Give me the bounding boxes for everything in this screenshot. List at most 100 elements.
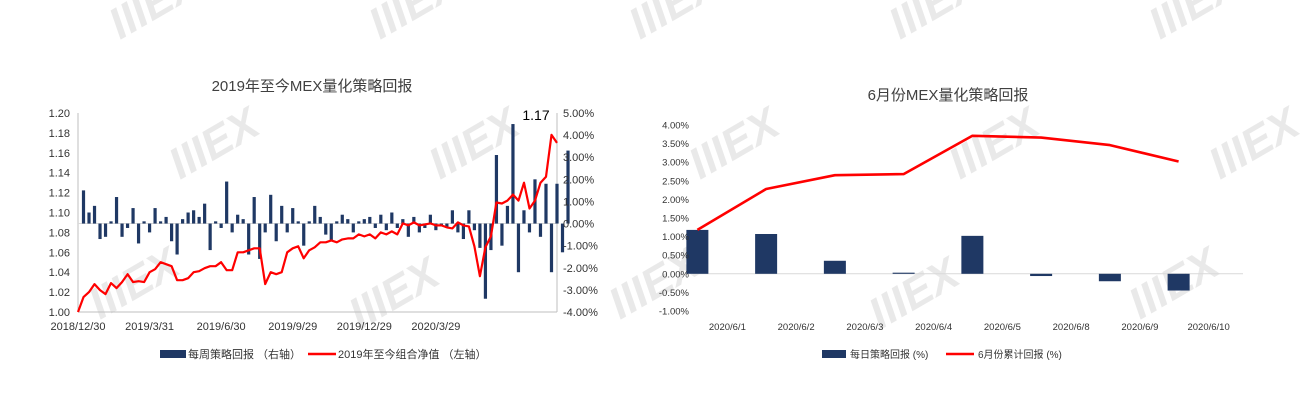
chart-june-returns: 6月份MEX量化策略回报 -1.00% -0.50% 0.00% 0.50% 1.00%… <box>659 87 1243 361</box>
chart1-bars <box>81 124 570 299</box>
chart2-x-tick-label: 2020/6/9 <box>1121 322 1158 333</box>
chart1-x-axis-ticks: 2018/12/30 2019/3/31 2019/6/30 2019/9/29 201… <box>50 321 460 333</box>
chart1-right-tick-label: 4.00% <box>563 130 594 142</box>
chart1-legend-bar-label: 每周策略回报 （右轴） <box>188 347 301 361</box>
chart1-bar <box>401 219 405 224</box>
chart1-legend-line-label: 2019年至今组合净值 （左轴） <box>338 347 487 361</box>
chart1-bar <box>445 223 449 228</box>
chart1-left-tick-label: 1.10 <box>49 208 70 220</box>
chart2-bar <box>755 233 778 274</box>
chart1-bar <box>390 212 394 224</box>
chart2-y-tick-label: 2.00% <box>662 195 689 206</box>
chart1-bar <box>197 216 201 224</box>
chart1-bar <box>478 223 482 248</box>
chart2-y-tick-label: 3.50% <box>662 139 689 150</box>
chart1-line <box>76 133 558 313</box>
chart1-bar <box>516 223 521 273</box>
chart1-bar <box>555 183 559 224</box>
chart2-title: 6月份MEX量化策略回报 <box>868 87 1029 104</box>
chart1-bar <box>527 223 532 233</box>
chart1-bar <box>417 223 421 233</box>
chart1-bar <box>384 223 388 231</box>
chart2-y-tick-label: 1.00% <box>662 232 689 243</box>
chart1-bar <box>538 223 543 237</box>
chart2-bar <box>892 272 915 274</box>
chart1-bar <box>153 208 157 224</box>
chart1-bar <box>203 203 207 224</box>
chart2-x-tick-label: 2020/6/5 <box>984 322 1021 333</box>
chart1-left-tick-label: 1.08 <box>49 227 70 239</box>
chart1-bar <box>544 183 548 224</box>
chart2-x-tick-label: 2020/6/4 <box>915 322 952 333</box>
chart1-right-axis-ticks: -4.00% -3.00% -2.00% -1.00% 0.00% 1.00% 2.00% 3… <box>563 108 598 319</box>
chart1-bar <box>461 223 466 240</box>
chart1-right-tick-label: 0.00% <box>563 219 594 231</box>
chart2-y-tick-label: 0.00% <box>662 269 689 280</box>
chart1-bar <box>131 208 135 224</box>
chart1-bar <box>285 223 289 233</box>
chart2-x-tick-label: 2020/6/8 <box>1053 322 1090 333</box>
watermark-logo: IIIEX <box>1141 0 1250 49</box>
chart2-y-tick-label: 4.00% <box>662 121 689 132</box>
chart1-bar <box>379 214 383 224</box>
chart1-bar <box>252 197 256 224</box>
chart1-left-tick-label: 1.06 <box>49 247 70 259</box>
chart1-bar <box>147 223 152 233</box>
chart2-bar <box>686 229 709 274</box>
chart1-bar <box>566 150 570 224</box>
chart2-y-tick-label: 1.50% <box>662 214 689 225</box>
chart2-y-axis-ticks: -1.00% -0.50% 0.00% 0.50% 1.00% 1.50% 2.00% 2.5… <box>659 121 690 318</box>
chart2-x-tick-label: 2020/6/3 <box>846 322 883 333</box>
chart1-bar <box>87 212 91 224</box>
chart1-bar <box>109 221 113 224</box>
chart1-bar <box>456 223 460 233</box>
chart1-left-tick-label: 1.04 <box>49 267 70 279</box>
chart1-bar <box>164 216 168 224</box>
chart1-bar <box>280 205 284 224</box>
chart1-x-tick-label: 2019/12/29 <box>337 321 392 333</box>
chart1-right-tick-label: 5.00% <box>563 108 594 120</box>
chart2-y-tick-label: -0.50% <box>659 288 690 299</box>
chart1-bar <box>494 155 499 224</box>
watermark-logo: IIIEX <box>81 237 190 328</box>
chart1-left-tick-label: 1.16 <box>49 148 70 160</box>
chart1-bar <box>219 223 223 228</box>
chart1-bar <box>373 223 377 228</box>
chart1-right-tick-label: 2.00% <box>563 174 594 186</box>
watermark-logo: IIIEX <box>161 97 270 188</box>
chart1-bar <box>125 223 130 228</box>
chart2-legend-bar-label: 每日策略回报 (%) <box>850 348 928 361</box>
chart1-title: 2019年至今MEX量化策略回报 <box>212 78 413 95</box>
chart1-bar <box>236 214 240 224</box>
chart2-bar <box>1030 273 1053 277</box>
chart2-bar <box>1167 273 1190 291</box>
chart1-bar <box>241 219 245 224</box>
chart1-right-tick-label: 1.00% <box>563 196 594 208</box>
chart2-bar <box>961 235 984 274</box>
chart1-right-tick-label: -1.00% <box>563 241 598 253</box>
chart1-bar <box>307 221 311 224</box>
watermark-logo: IIIEX <box>361 0 470 49</box>
chart2-x-tick-label: 2020/6/1 <box>709 322 746 333</box>
chart1-bar <box>395 223 399 228</box>
chart1-bar <box>335 221 339 224</box>
chart1-left-tick-label: 1.12 <box>49 188 70 200</box>
chart2-bar <box>823 260 846 274</box>
chart1-legend-bar-swatch <box>160 350 186 358</box>
chart1-bar <box>560 223 565 253</box>
chart1-right-tick-label: 3.00% <box>563 152 594 164</box>
chart1-left-tick-label: 1.20 <box>49 108 70 120</box>
chart1-bar <box>192 210 196 224</box>
chart1-x-tick-label: 2019/3/31 <box>125 321 174 333</box>
chart1-bar <box>412 216 416 224</box>
chart1-bar <box>230 223 234 233</box>
chart1-bar <box>423 223 427 228</box>
chart1-x-tick-label: 2019/9/29 <box>268 321 317 333</box>
chart1-bar <box>225 181 229 224</box>
chart2-x-tick-label: 2020/6/2 <box>778 322 815 333</box>
chart1-bar <box>214 221 218 224</box>
chart2-y-tick-label: 0.50% <box>662 251 689 262</box>
chart1-right-tick-label: -3.00% <box>563 285 598 297</box>
chart2-cumulative-line <box>696 134 1179 232</box>
chart2-x-tick-label: 2020/6/10 <box>1187 322 1229 333</box>
